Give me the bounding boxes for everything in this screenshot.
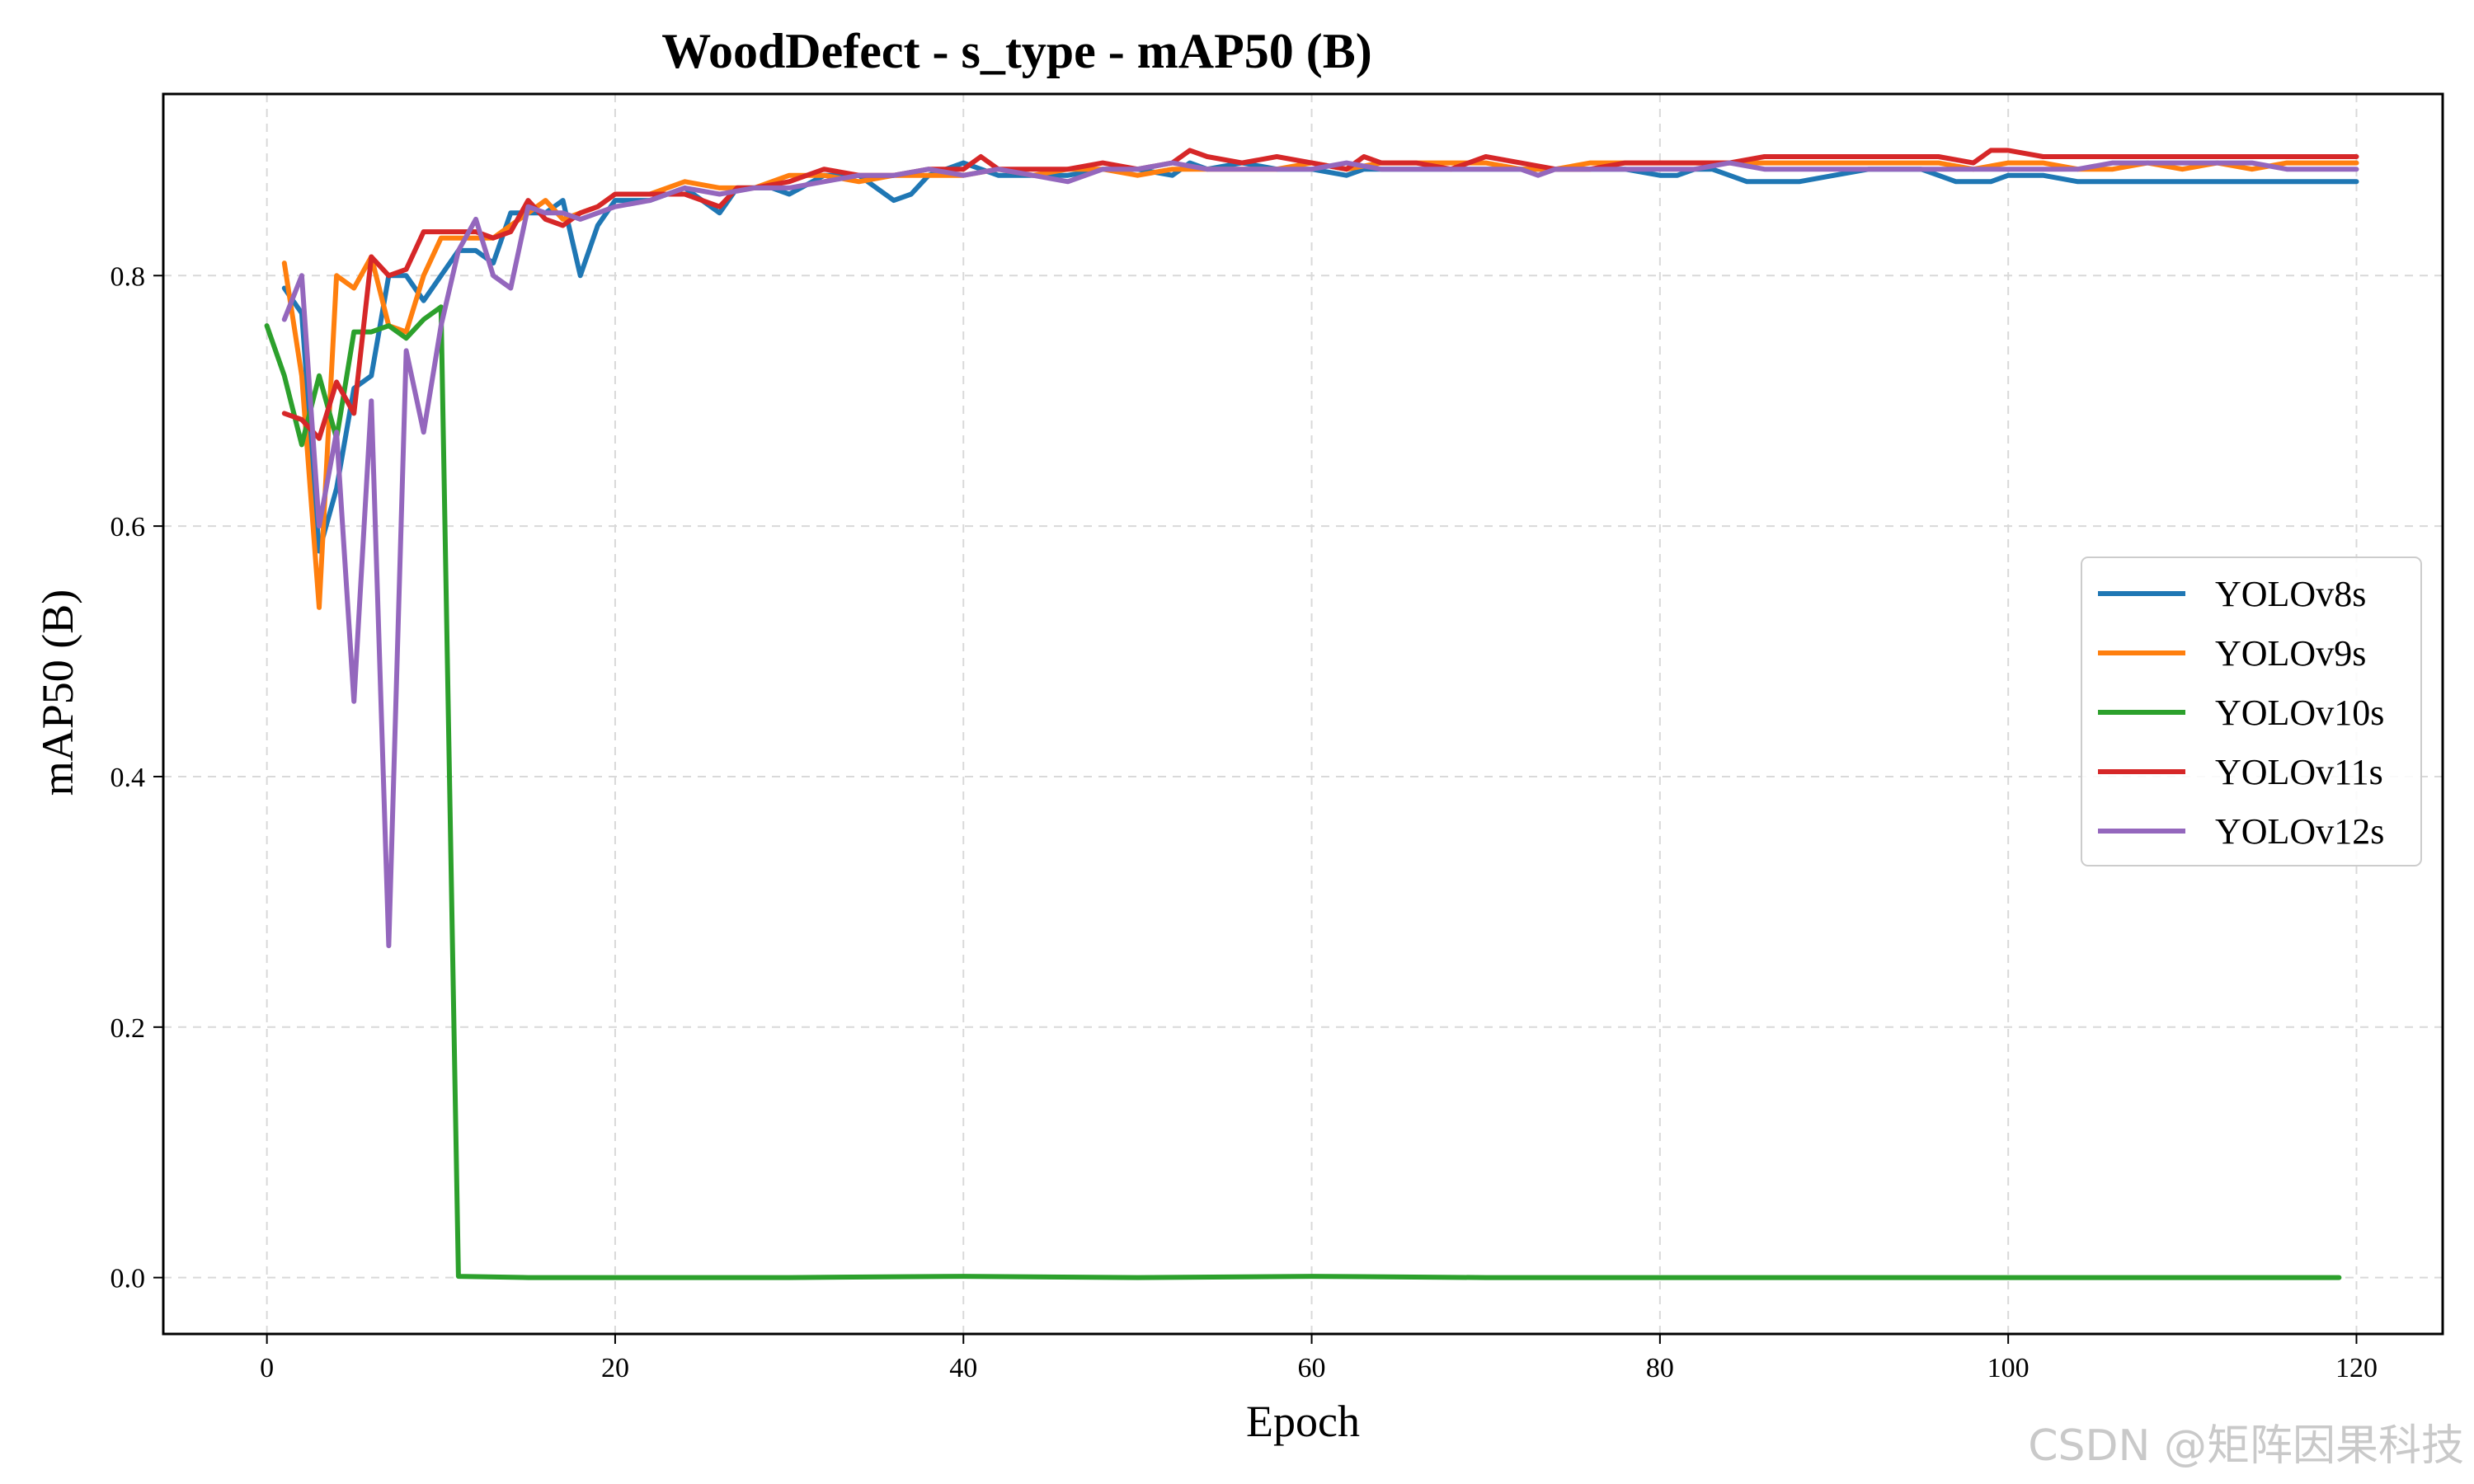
series-lines — [264, 148, 2359, 1280]
legend-label: YOLOv10s — [2215, 693, 2384, 733]
legend-label: YOLOv9s — [2215, 633, 2366, 674]
y-tick-label: 0.4 — [111, 763, 146, 793]
legend-box — [2081, 556, 2422, 866]
series-line-yolov11s — [281, 148, 2359, 441]
series-line-yolov10s — [264, 304, 2342, 1280]
series-line-yolov9s — [281, 160, 2359, 610]
legend: YOLOv8s YOLOv9s YOLOv10s YOLOv11s YOLOv12s — [2081, 556, 2422, 866]
x-tick-label: 60 — [1298, 1353, 1326, 1383]
series-line-yolov12s — [281, 160, 2359, 949]
watermark: CSDN @矩阵因果科技 — [2028, 1421, 2464, 1471]
legend-label: YOLOv8s — [2215, 574, 2366, 614]
x-tick-label: 100 — [1987, 1353, 2030, 1383]
x-tick-label: 40 — [949, 1353, 977, 1383]
x-axis-label: Epoch — [1246, 1397, 1360, 1446]
x-tick-label: 80 — [1646, 1353, 1674, 1383]
y-tick-label: 0.6 — [111, 512, 146, 542]
y-tick-label: 0.8 — [111, 261, 146, 292]
legend-label: YOLOv11s — [2215, 752, 2383, 792]
series-line-yolov8s — [281, 160, 2359, 554]
x-tick-label: 20 — [601, 1353, 629, 1383]
chart-title: WoodDefect - s_type - mAP50 (B) — [661, 24, 1371, 78]
y-tick-label: 0.2 — [111, 1013, 146, 1044]
plot-frame — [162, 92, 2444, 1336]
y-axis-label: mAP50 (B) — [33, 589, 82, 796]
legend-label: YOLOv12s — [2215, 811, 2384, 852]
x-tick-label: 0 — [260, 1353, 274, 1383]
y-tick-label: 0.0 — [111, 1264, 146, 1294]
axis-ticks: 0 20 40 60 80 100 120 0.0 0.2 0.4 0.6 0.8 — [111, 261, 2378, 1383]
x-tick-label: 120 — [2335, 1353, 2378, 1383]
